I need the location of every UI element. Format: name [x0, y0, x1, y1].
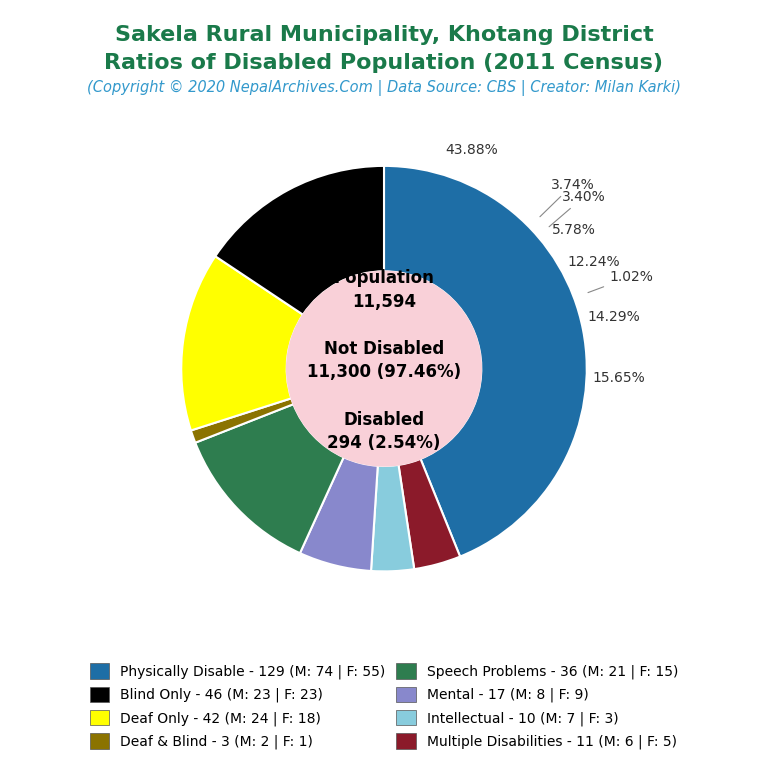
Text: 3.40%: 3.40% [549, 190, 606, 227]
Circle shape [286, 271, 482, 466]
Wedge shape [181, 257, 303, 431]
Text: 43.88%: 43.88% [445, 144, 498, 157]
Wedge shape [399, 458, 460, 569]
Legend: Physically Disable - 129 (M: 74 | F: 55), Blind Only - 46 (M: 23 | F: 23), Deaf : Physically Disable - 129 (M: 74 | F: 55)… [85, 659, 683, 753]
Wedge shape [371, 465, 414, 571]
Text: Ratios of Disabled Population (2011 Census): Ratios of Disabled Population (2011 Cens… [104, 53, 664, 73]
Text: 14.29%: 14.29% [587, 310, 640, 323]
Wedge shape [300, 457, 378, 571]
Wedge shape [195, 404, 343, 553]
Wedge shape [215, 166, 384, 315]
Text: 3.74%: 3.74% [540, 177, 594, 217]
Text: 1.02%: 1.02% [588, 270, 653, 293]
Text: (Copyright © 2020 NepalArchives.Com | Data Source: CBS | Creator: Milan Karki): (Copyright © 2020 NepalArchives.Com | Da… [87, 81, 681, 96]
Text: Population
11,594

Not Disabled
11,300 (97.46%)

Disabled
294 (2.54%): Population 11,594 Not Disabled 11,300 (9… [307, 269, 461, 452]
Text: Sakela Rural Municipality, Khotang District: Sakela Rural Municipality, Khotang Distr… [114, 25, 654, 45]
Text: 12.24%: 12.24% [567, 254, 620, 269]
Wedge shape [384, 166, 587, 557]
Text: 5.78%: 5.78% [552, 223, 596, 237]
Text: 15.65%: 15.65% [593, 371, 645, 385]
Wedge shape [191, 399, 293, 442]
